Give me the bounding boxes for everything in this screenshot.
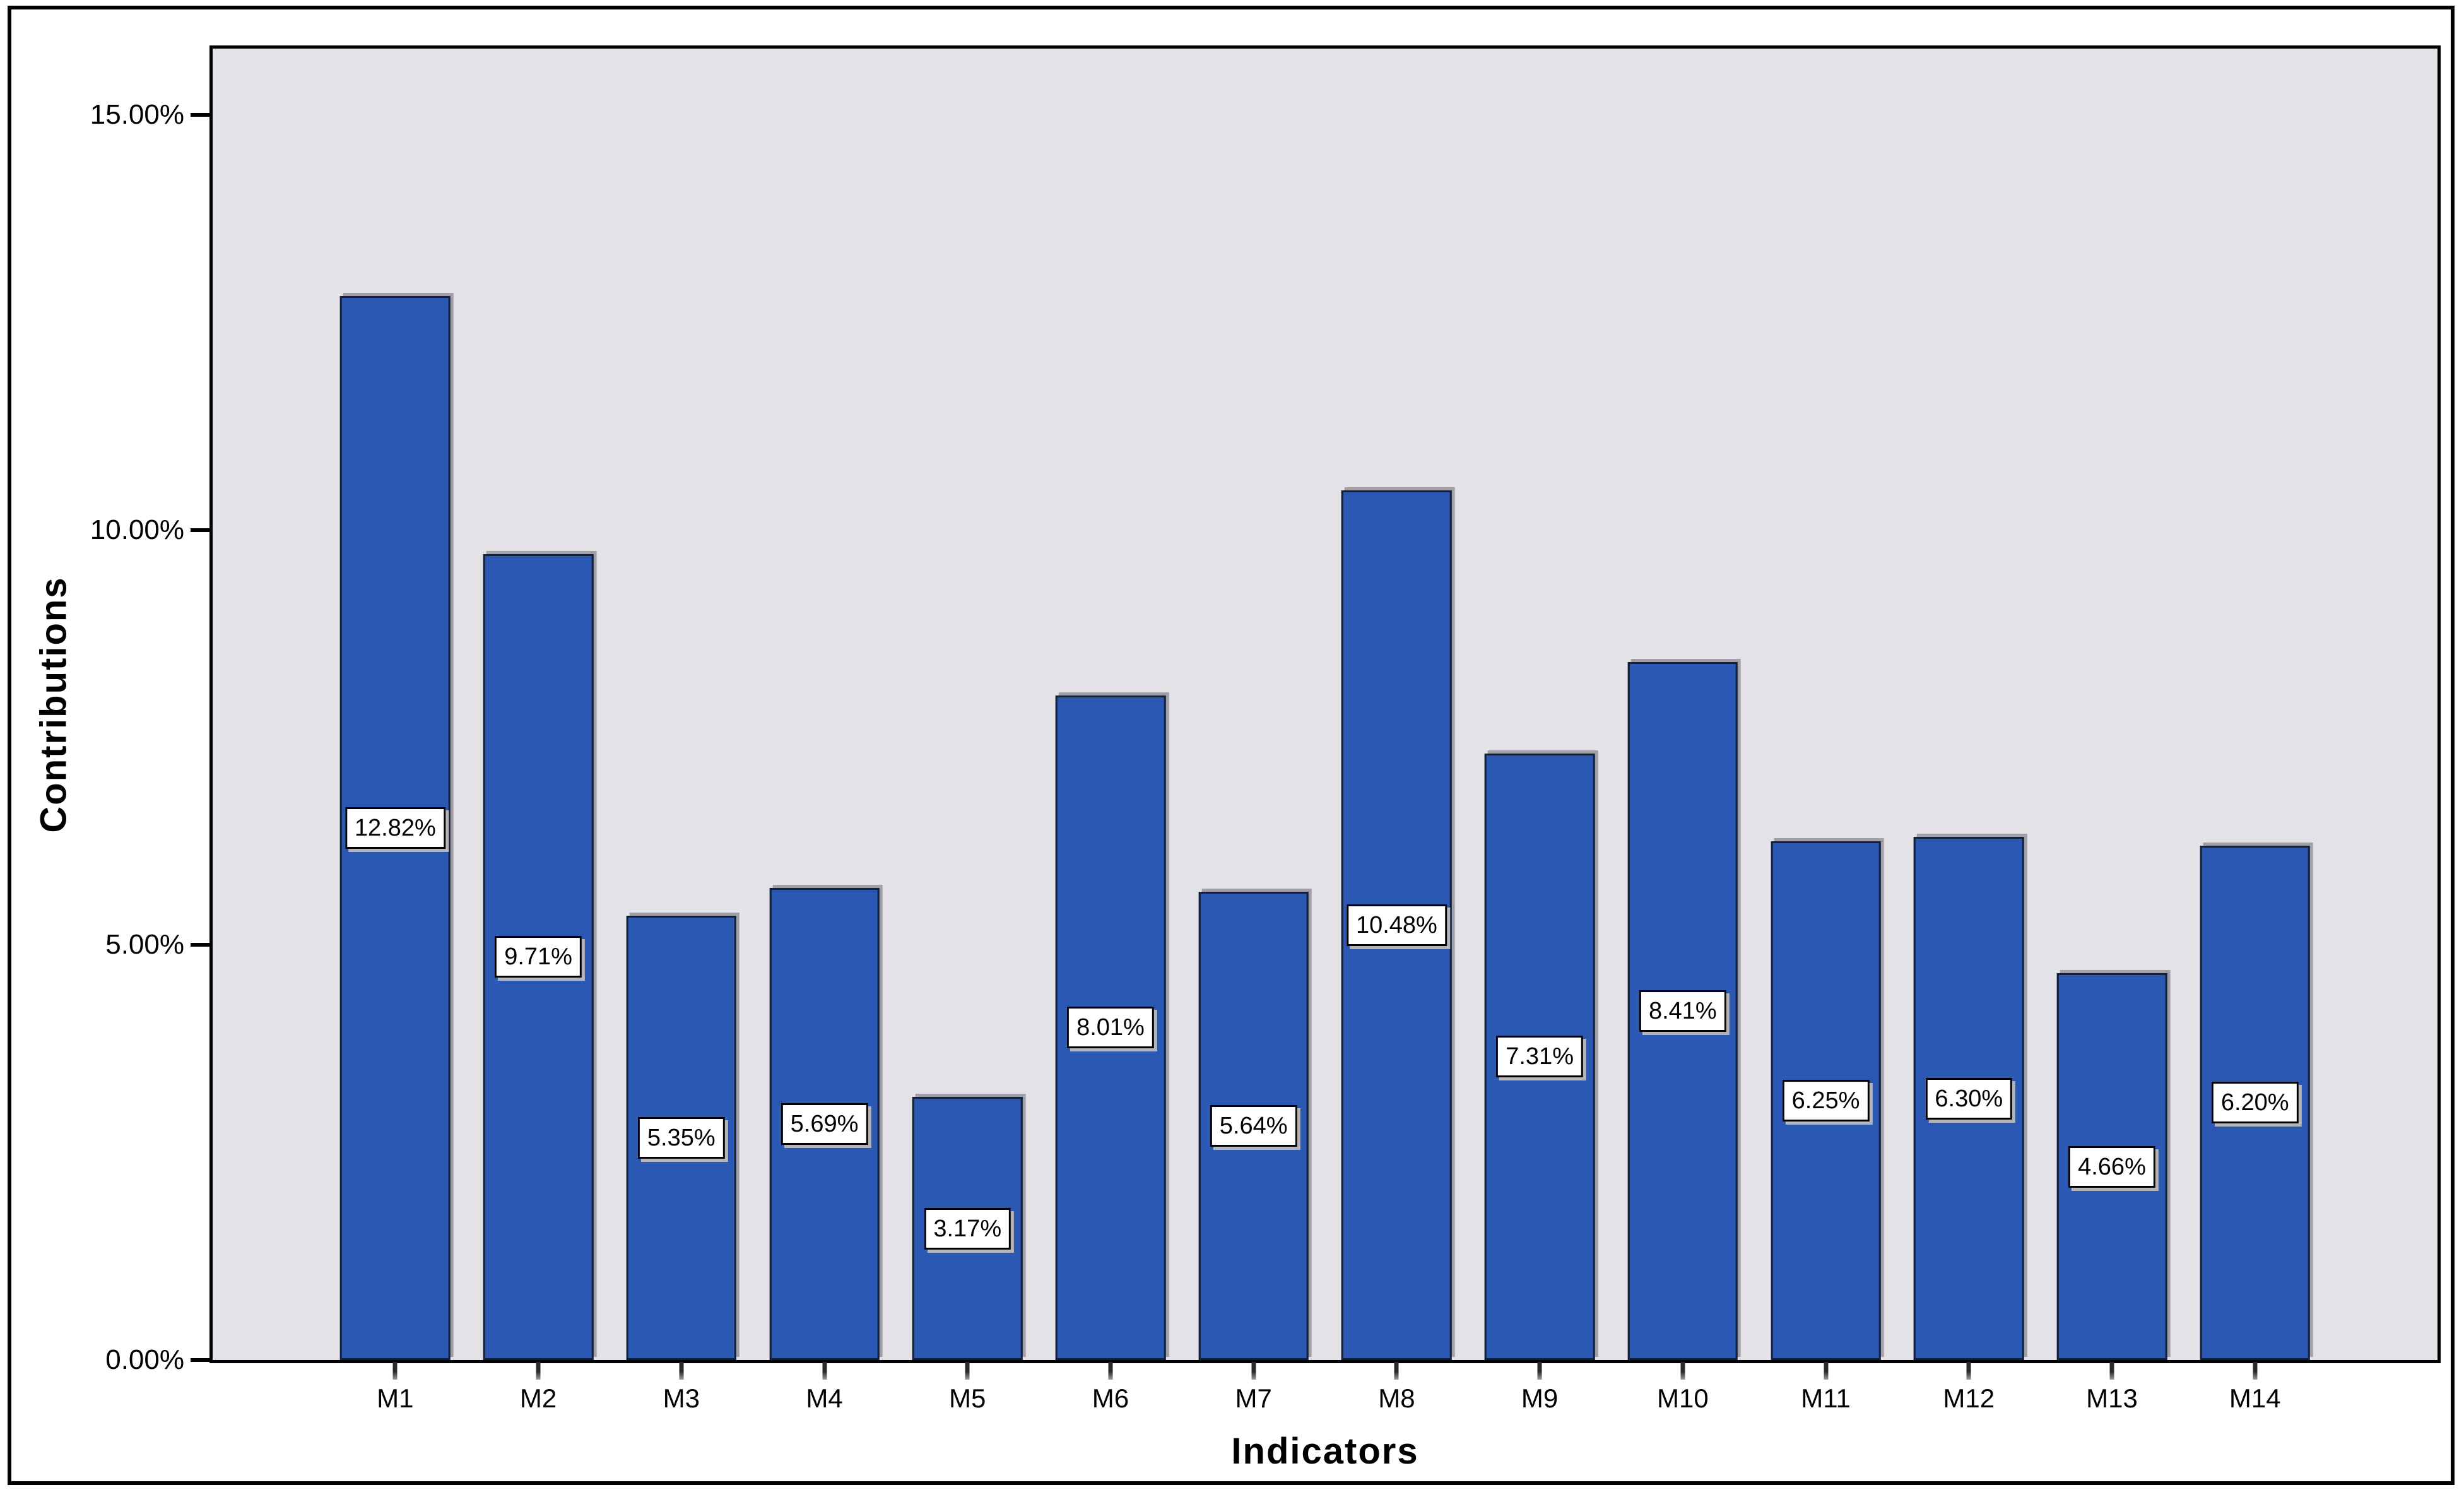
x-axis-slot: M3 — [610, 1362, 753, 1450]
x-tick-mark — [2253, 1362, 2258, 1380]
x-tick-mark — [679, 1362, 684, 1380]
x-axis-slot: M10 — [1611, 1362, 1754, 1450]
bar-m3: 5.35% — [626, 916, 737, 1360]
bar-slot: 9.71% — [467, 49, 610, 1360]
y-tick-mark — [191, 943, 209, 947]
x-tick-label: M11 — [1801, 1383, 1851, 1413]
bar-value-label: 5.64% — [1210, 1105, 1297, 1147]
x-tick-label: M14 — [2229, 1383, 2281, 1413]
x-axis-slot: M8 — [1325, 1362, 1468, 1450]
bar-m11: 6.25% — [1771, 841, 1881, 1360]
y-tick-mark — [191, 113, 209, 117]
bar-m8: 10.48% — [1341, 490, 1452, 1360]
bar-m12: 6.30% — [1913, 837, 2024, 1360]
bar-slot: 6.30% — [1897, 49, 2041, 1360]
bar-m7: 5.64% — [1198, 892, 1309, 1360]
x-axis-slot: M1 — [324, 1362, 467, 1450]
bar-slot: 6.20% — [2183, 49, 2326, 1360]
y-tick-label: 10.00% — [90, 514, 184, 545]
bars-container: 12.82% 9.71% 5.35% 5.69% 3.17% 8.01% 5.64% 10.4… — [213, 49, 2437, 1360]
bar-slot: 5.69% — [753, 49, 896, 1360]
bar-m14: 6.20% — [2200, 845, 2310, 1360]
x-axis-slot: M2 — [467, 1362, 610, 1450]
x-axis-slot: M12 — [1897, 1362, 2041, 1450]
x-axis-slot: M11 — [1754, 1362, 1897, 1450]
y-tick-label: 0.00% — [105, 1344, 184, 1375]
bar-value-label: 5.35% — [637, 1117, 725, 1159]
bar-slot: 7.31% — [1468, 49, 1612, 1360]
bar-value-label: 8.01% — [1067, 1007, 1154, 1049]
bar-value-label: 6.25% — [1782, 1080, 1870, 1121]
x-tick-label: M3 — [663, 1383, 700, 1413]
x-tick-label: M10 — [1656, 1383, 1709, 1413]
bar-slot: 10.48% — [1325, 49, 1468, 1360]
bar-value-label: 3.17% — [924, 1207, 1011, 1250]
y-axis: 0.00% 5.00% 10.00% 15.00% — [0, 49, 209, 1375]
x-axis: M1 M2 M3 M4 M5 M6 M7 M8 M9 M10 M11 M12 M13 M14 — [213, 1362, 2437, 1450]
x-axis-slot: M14 — [2183, 1362, 2326, 1450]
x-axis-slot: M13 — [2041, 1362, 2184, 1450]
bar-m13: 4.66% — [2056, 973, 2167, 1360]
x-axis-slot: M5 — [896, 1362, 1039, 1450]
x-tick-mark — [1251, 1362, 1256, 1380]
x-tick-mark — [536, 1362, 541, 1380]
x-tick-label: M1 — [377, 1383, 414, 1413]
bar-m5: 3.17% — [912, 1097, 1023, 1360]
x-tick-label: M2 — [519, 1383, 557, 1413]
x-axis-slot: M9 — [1468, 1362, 1612, 1450]
bar-m4: 5.69% — [769, 887, 880, 1360]
x-tick-mark — [822, 1362, 827, 1380]
bar-slot: 12.82% — [324, 49, 467, 1360]
x-tick-label: M8 — [1378, 1383, 1415, 1413]
bar-value-label: 5.69% — [781, 1103, 868, 1145]
x-axis-slot: M6 — [1039, 1362, 1182, 1450]
x-tick-label: M13 — [2086, 1383, 2138, 1413]
bar-value-label: 8.41% — [1639, 990, 1726, 1032]
bar-m1: 12.82% — [340, 295, 451, 1360]
bar-value-label: 9.71% — [495, 936, 582, 978]
bar-m9: 7.31% — [1484, 753, 1595, 1360]
bar-value-label: 4.66% — [2068, 1145, 2155, 1188]
x-tick-mark — [1108, 1362, 1113, 1380]
bar-m6: 8.01% — [1055, 695, 1166, 1360]
x-tick-label: M9 — [1521, 1383, 1559, 1413]
bar-slot: 5.64% — [1182, 49, 1325, 1360]
x-tick-label: M7 — [1235, 1383, 1272, 1413]
x-tick-mark — [965, 1362, 970, 1380]
x-tick-mark — [1966, 1362, 1971, 1380]
bar-slot: 8.41% — [1611, 49, 1754, 1360]
bar-value-label: 7.31% — [1496, 1036, 1583, 1078]
x-axis-title: Indicators — [213, 1430, 2437, 1472]
y-tick-mark — [191, 528, 209, 532]
x-tick-label: M4 — [806, 1383, 843, 1413]
bar-value-label: 12.82% — [345, 807, 445, 849]
bar-value-label: 6.30% — [1925, 1077, 2013, 1120]
x-tick-mark — [1680, 1362, 1685, 1380]
bar-slot: 6.25% — [1754, 49, 1897, 1360]
bar-value-label: 6.20% — [2211, 1082, 2299, 1124]
bar-m10: 8.41% — [1627, 661, 1738, 1360]
x-tick-mark — [1394, 1362, 1399, 1380]
x-tick-label: M12 — [1943, 1383, 1995, 1413]
bar-slot: 5.35% — [610, 49, 753, 1360]
bar-slot: 4.66% — [2041, 49, 2184, 1360]
x-tick-label: M5 — [949, 1383, 986, 1413]
bar-slot: 3.17% — [896, 49, 1039, 1360]
y-tick-label: 15.00% — [90, 99, 184, 131]
x-axis-title-text: Indicators — [1231, 1431, 1419, 1472]
bar-slot: 8.01% — [1039, 49, 1182, 1360]
x-axis-slot: M4 — [753, 1362, 896, 1450]
x-tick-mark — [1537, 1362, 1542, 1380]
x-axis-slot: M7 — [1182, 1362, 1325, 1450]
x-tick-mark — [392, 1362, 398, 1380]
x-tick-label: M6 — [1092, 1383, 1129, 1413]
y-tick-label: 5.00% — [105, 929, 184, 961]
x-tick-mark — [2109, 1362, 2114, 1380]
bar-value-label: 10.48% — [1346, 904, 1447, 946]
bar-m2: 9.71% — [483, 553, 594, 1360]
y-tick-mark — [191, 1358, 209, 1362]
x-tick-mark — [1824, 1362, 1829, 1380]
